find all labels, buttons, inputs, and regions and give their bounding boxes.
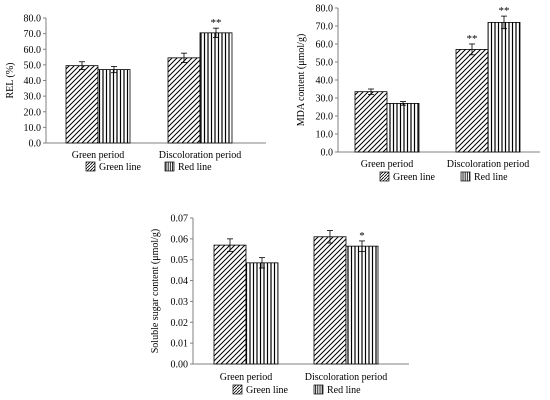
y-tick-label: 30.0 xyxy=(24,92,42,103)
y-tick-label: 20.0 xyxy=(316,112,334,123)
bar-green-line-0 xyxy=(65,65,99,144)
category-label: Discoloration period xyxy=(305,372,387,383)
significance-marker: ** xyxy=(499,5,510,17)
y-tick-label: 0.05 xyxy=(171,255,189,266)
y-axis-title: MDA content (μmol/g) xyxy=(296,34,307,127)
y-axis-title: Soluble sugar content (μmol/g) xyxy=(150,229,161,354)
y-axis-title: REL (%) xyxy=(5,62,16,98)
y-tick-label: 80.0 xyxy=(316,4,334,15)
legend-label: Green line xyxy=(99,162,141,173)
bar-red-line-0 xyxy=(386,103,420,153)
rel-chart: 0.0 10.0 20.0 30.0 40.0 50.0 60.0 70.0 80.0 REL (… xyxy=(5,14,266,173)
y-tick-label: 0.03 xyxy=(171,297,189,308)
legend-label: Green line xyxy=(393,172,435,183)
bar-green-line-1 xyxy=(313,236,347,365)
y-tick-label: 70.0 xyxy=(316,22,334,33)
y-tick-label: 40.0 xyxy=(24,76,42,87)
category-label: Green period xyxy=(361,159,413,170)
legend-swatch-red-line xyxy=(164,161,175,172)
category-label: Discoloration period xyxy=(447,159,529,170)
bar-green-line-0 xyxy=(213,244,247,365)
category-label: Discoloration period xyxy=(159,150,241,161)
y-tick-label: 0.0 xyxy=(29,139,42,150)
category-label: Green period xyxy=(72,150,124,161)
y-tick-label: 50.0 xyxy=(316,58,334,69)
bar-green-line-1 xyxy=(167,57,201,144)
y-tick-label: 0.00 xyxy=(171,360,189,371)
y-tick-label: 0.02 xyxy=(171,318,189,329)
legend-swatch-red-line xyxy=(460,171,471,182)
significance-marker: ** xyxy=(211,17,222,29)
legend-label: Green line xyxy=(246,385,288,396)
bar-green-line-0 xyxy=(354,91,388,153)
legend-swatch-green-line xyxy=(85,161,96,172)
y-tick-label: 0.07 xyxy=(171,214,189,225)
y-tick-label: 0.0 xyxy=(321,148,334,159)
y-tick-label: 0.06 xyxy=(171,234,189,245)
bar-red-line-1 xyxy=(199,32,233,144)
significance-marker: * xyxy=(359,230,365,242)
legend-label: Red line xyxy=(327,385,361,396)
y-tick-label: 10.0 xyxy=(24,123,42,134)
y-tick-label: 40.0 xyxy=(316,76,334,87)
legend-swatch-red-line xyxy=(313,384,324,395)
mda-chart: 0.0 10.0 20.0 30.0 40.0 50.0 60.0 70.0 80.0 MDA c… xyxy=(296,4,540,183)
legend-label: Red line xyxy=(474,172,508,183)
y-tick-label: 20.0 xyxy=(24,107,42,118)
y-tick-label: 80.0 xyxy=(24,14,42,25)
significance-marker: ** xyxy=(467,33,478,45)
bar-green-line-1 xyxy=(455,49,489,153)
y-tick-label: 10.0 xyxy=(316,130,334,141)
y-tick-label: 60.0 xyxy=(316,40,334,51)
category-label: Green period xyxy=(220,372,272,383)
bar-red-line-0 xyxy=(245,262,279,365)
legend-swatch-green-line xyxy=(379,171,390,182)
y-tick-label: 50.0 xyxy=(24,60,42,71)
legend-label: Red line xyxy=(178,162,212,173)
y-tick-label: 0.04 xyxy=(171,276,189,287)
y-tick-label: 0.01 xyxy=(171,339,189,350)
y-tick-label: 70.0 xyxy=(24,29,42,40)
soluble-sugar-chart: 0.00 0.01 0.02 0.03 0.04 0.05 0.06 0.07 Soluble … xyxy=(150,214,409,396)
y-tick-label: 30.0 xyxy=(316,94,334,105)
legend-swatch-green-line xyxy=(232,384,243,395)
bar-red-line-0 xyxy=(97,69,131,144)
y-tick-label: 60.0 xyxy=(24,45,42,56)
bar-red-line-1 xyxy=(345,245,379,365)
bar-red-line-1 xyxy=(487,21,521,153)
